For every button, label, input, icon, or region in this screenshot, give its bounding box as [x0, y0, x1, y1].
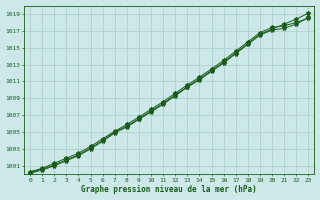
X-axis label: Graphe pression niveau de la mer (hPa): Graphe pression niveau de la mer (hPa) [81, 185, 257, 194]
